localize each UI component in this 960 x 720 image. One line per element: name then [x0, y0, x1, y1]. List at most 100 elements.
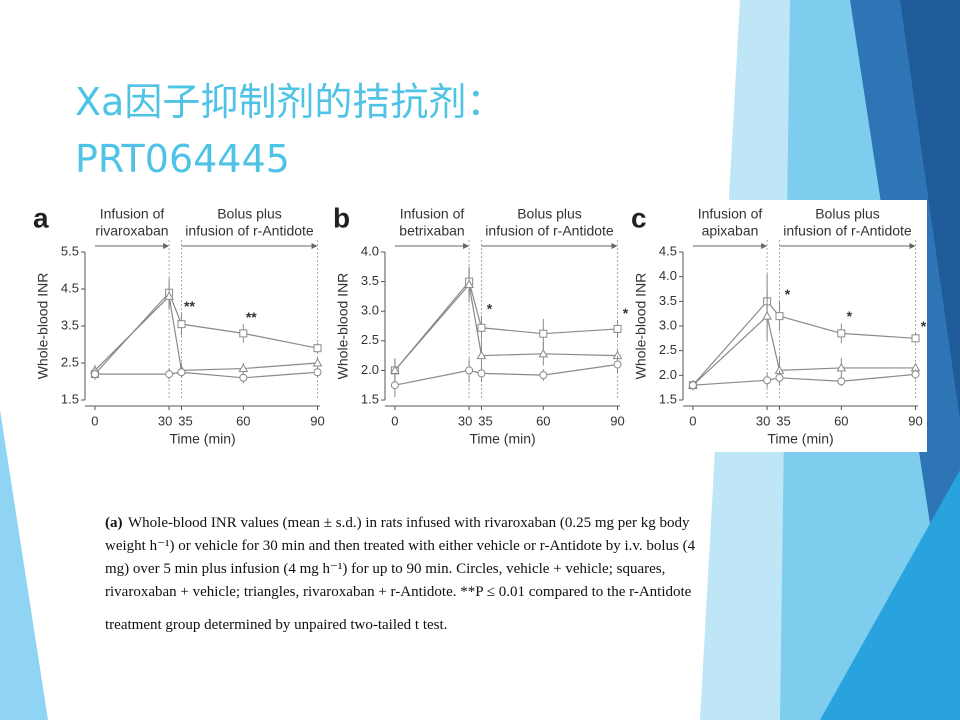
arrow-head	[909, 243, 916, 249]
marker	[390, 381, 399, 390]
x-tick-label: 30	[458, 413, 472, 428]
y-tick-label: 2.5	[361, 332, 379, 347]
y-axis-label: Whole-blood INR	[633, 273, 649, 380]
x-tick-label: 90	[310, 413, 324, 428]
arrow-head	[311, 243, 318, 249]
header-text: Infusion of	[400, 206, 465, 222]
header-text: infusion of r-Antidote	[783, 223, 912, 239]
marker	[177, 368, 186, 377]
x-tick-label: 30	[756, 413, 770, 428]
marker	[312, 357, 323, 367]
x-tick-label: 60	[236, 413, 250, 428]
y-tick-label: 1.5	[361, 391, 379, 406]
header-text: infusion of r-Antidote	[485, 223, 614, 239]
x-tick-label: 30	[158, 413, 172, 428]
header-text: Bolus plus	[517, 206, 582, 222]
y-tick-label: 2.0	[659, 367, 677, 382]
header-text: Infusion of	[100, 206, 165, 222]
header-text: Bolus plus	[815, 206, 880, 222]
marker	[837, 329, 846, 338]
caption-label: (a)	[105, 515, 123, 531]
marker	[239, 329, 248, 338]
y-tick-label: 5.5	[61, 243, 79, 258]
caption-line: weight h⁻¹) or vehicle for 30 min and th…	[105, 538, 696, 554]
marker	[837, 377, 846, 386]
marker	[613, 324, 622, 333]
marker	[164, 291, 174, 300]
arrow-head	[761, 243, 768, 249]
y-tick-label: 4.0	[361, 243, 379, 258]
slide-title: Xa因子抑制剂的拮抗剂：	[75, 80, 504, 124]
significance-mark: *	[785, 286, 791, 302]
significance-mark: *	[487, 301, 493, 317]
significance-mark: *	[847, 308, 853, 324]
panel-letter: b	[333, 202, 350, 233]
significance-mark: **	[246, 309, 257, 325]
panel-letter: c	[631, 202, 647, 233]
marker	[538, 348, 549, 358]
marker	[313, 344, 322, 353]
marker	[313, 368, 322, 377]
marker	[775, 312, 784, 321]
significance-mark: **	[184, 298, 195, 314]
marker	[477, 369, 486, 378]
significance-mark: *	[623, 305, 629, 321]
marker	[911, 370, 920, 379]
y-tick-label: 4.0	[659, 268, 677, 283]
decor-shape	[820, 470, 960, 720]
header-text: infusion of r-Antidote	[185, 223, 314, 239]
x-tick-label: 0	[391, 413, 398, 428]
y-tick-label: 1.5	[61, 391, 79, 406]
y-tick-label: 2.5	[659, 342, 677, 357]
marker	[762, 311, 772, 320]
x-tick-label: 0	[689, 413, 696, 428]
marker	[477, 323, 486, 332]
marker	[177, 320, 186, 329]
decor-shape	[900, 0, 960, 420]
arrow-head	[163, 243, 170, 249]
header-text: Bolus plus	[217, 206, 282, 222]
marker	[464, 279, 474, 289]
header-text: betrixaban	[399, 223, 464, 239]
header-text: apixaban	[702, 223, 759, 239]
x-tick-label: 60	[834, 413, 848, 428]
x-tick-label: 90	[908, 413, 922, 428]
marker	[688, 381, 697, 390]
caption-line: treatment group determined by unpaired t…	[105, 617, 447, 633]
marker	[239, 373, 248, 382]
arrow-head	[611, 243, 618, 249]
arrow-head	[463, 243, 470, 249]
slide-title: PRT064445	[75, 137, 290, 181]
x-tick-label: 0	[91, 413, 98, 428]
caption-line: rivaroxaban + vehicle; triangles, rivaro…	[105, 584, 692, 600]
panel-letter: a	[33, 202, 49, 233]
y-tick-label: 1.5	[659, 391, 677, 406]
y-axis-label: Whole-blood INR	[35, 273, 51, 380]
decor-shape	[0, 410, 48, 720]
marker	[775, 373, 784, 382]
x-axis-label: Time (min)	[767, 431, 833, 447]
x-tick-label: 60	[536, 413, 550, 428]
x-tick-label: 35	[776, 413, 790, 428]
x-axis-label: Time (min)	[169, 431, 235, 447]
y-tick-label: 3.5	[61, 317, 79, 332]
y-tick-label: 4.5	[659, 243, 677, 258]
marker	[763, 376, 772, 385]
y-tick-label: 3.0	[659, 317, 677, 332]
marker	[836, 362, 847, 372]
marker	[465, 366, 474, 375]
x-axis-label: Time (min)	[469, 431, 535, 447]
y-tick-label: 2.0	[361, 362, 379, 377]
marker	[539, 371, 548, 380]
x-tick-label: 35	[478, 413, 492, 428]
header-text: Infusion of	[698, 206, 763, 222]
marker	[539, 329, 548, 338]
y-tick-label: 3.0	[361, 303, 379, 318]
y-tick-label: 3.5	[659, 293, 677, 308]
caption-line: Whole-blood INR values (mean ± s.d.) in …	[128, 515, 690, 531]
marker	[165, 370, 174, 379]
caption-line: mg) over 5 min plus infusion (4 mg h⁻¹) …	[105, 561, 665, 577]
